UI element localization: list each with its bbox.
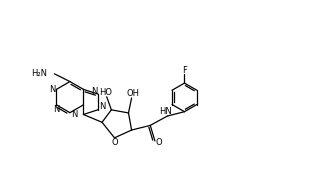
Text: HO: HO [99, 88, 112, 97]
Text: OH: OH [127, 89, 140, 99]
Text: N: N [53, 105, 59, 114]
Text: H₂N: H₂N [31, 69, 47, 78]
Text: O: O [112, 138, 118, 147]
Text: O: O [156, 138, 162, 147]
Text: N: N [49, 85, 56, 94]
Text: N: N [71, 110, 77, 119]
Text: N: N [99, 102, 106, 111]
Text: N: N [91, 87, 97, 96]
Text: HN: HN [160, 107, 172, 116]
Text: F: F [182, 66, 187, 75]
